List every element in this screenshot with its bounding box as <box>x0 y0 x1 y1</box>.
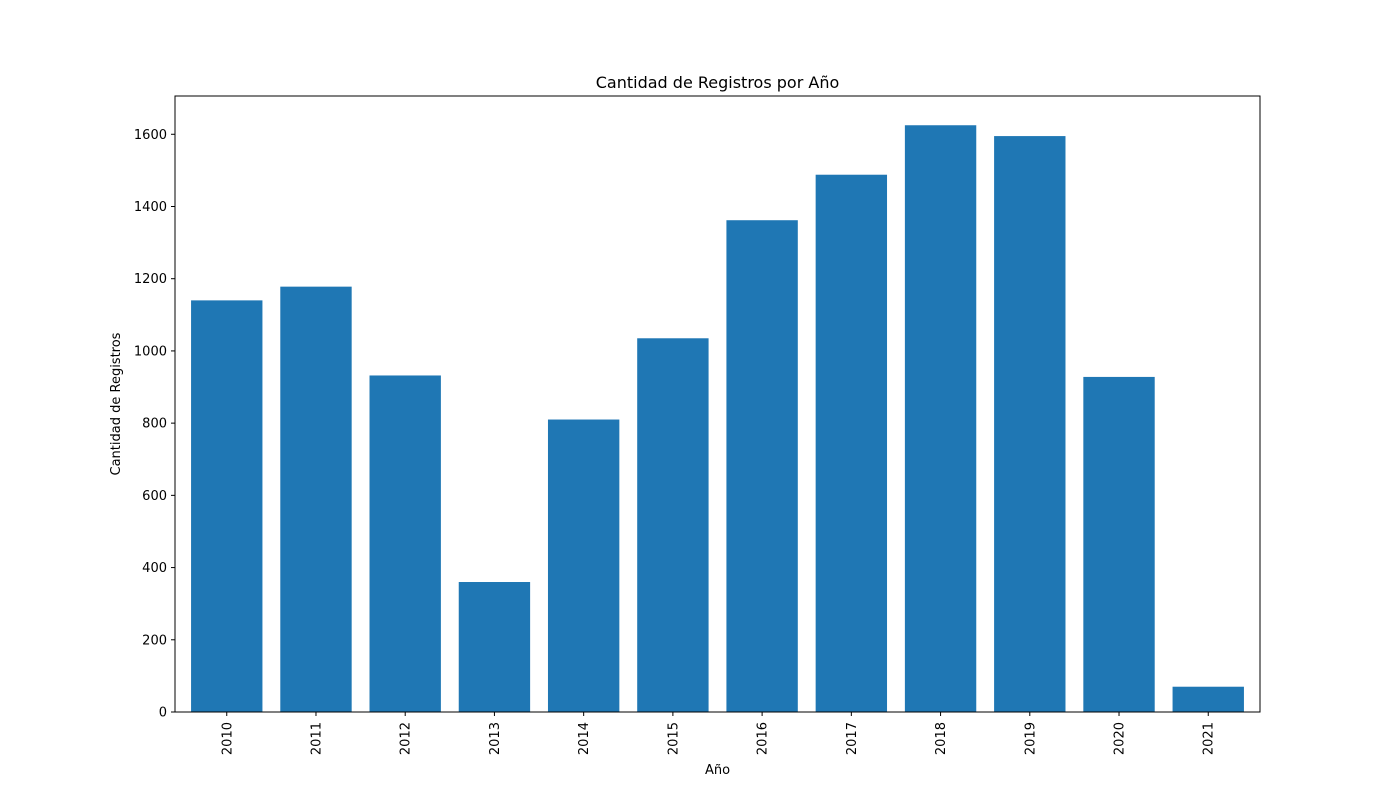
x-tick-label: 2012 <box>399 722 414 755</box>
y-axis: 0 200 400 600 800 1000 1200 1400 1600 <box>134 128 175 721</box>
plot-area <box>191 125 1244 713</box>
y-tick-label: 400 <box>142 561 167 576</box>
chart-title: Cantidad de Registros por Año <box>596 73 840 92</box>
x-tick-label: 2020 <box>1113 722 1128 755</box>
bar-2010 <box>191 300 263 712</box>
x-tick-label: 2019 <box>1023 722 1038 755</box>
y-tick-label: 1200 <box>134 272 167 287</box>
y-tick-label: 1400 <box>134 200 167 215</box>
x-tick-label: 2016 <box>756 722 771 755</box>
bar-2015 <box>637 338 709 712</box>
x-axis: 2010 2011 2012 2013 2014 2015 2016 2017 2018 2019… <box>220 712 1217 755</box>
bar-2011 <box>280 286 352 712</box>
y-tick-label: 1000 <box>134 344 167 359</box>
bar-2018 <box>904 125 977 712</box>
bar-2013 <box>458 582 531 712</box>
x-tick-label: 2021 <box>1202 722 1217 755</box>
x-tick-label: 2013 <box>488 722 503 755</box>
x-tick-label: 2015 <box>666 722 681 755</box>
bar-2019 <box>994 136 1066 712</box>
y-tick-label: 0 <box>159 706 167 721</box>
bar-2021 <box>1172 686 1244 712</box>
bar-2012 <box>369 375 441 712</box>
x-tick-label: 2010 <box>220 722 235 755</box>
bar-2020 <box>1083 376 1155 712</box>
x-axis-label: Año <box>705 763 730 778</box>
bar-2016 <box>726 220 798 712</box>
x-tick-label: 2011 <box>309 722 324 755</box>
bar-2014 <box>547 419 620 712</box>
x-tick-label: 2017 <box>845 722 860 755</box>
y-tick-label: 200 <box>142 633 167 648</box>
x-tick-label: 2018 <box>934 722 949 755</box>
plot-frame <box>174 95 1261 713</box>
y-tick-label: 600 <box>142 489 167 504</box>
y-tick-label: 1600 <box>134 128 167 143</box>
bar-2017 <box>815 174 888 713</box>
x-tick-label: 2014 <box>577 722 592 755</box>
y-tick-label: 800 <box>142 417 167 432</box>
y-axis-label: Cantidad de Registros <box>109 332 124 475</box>
